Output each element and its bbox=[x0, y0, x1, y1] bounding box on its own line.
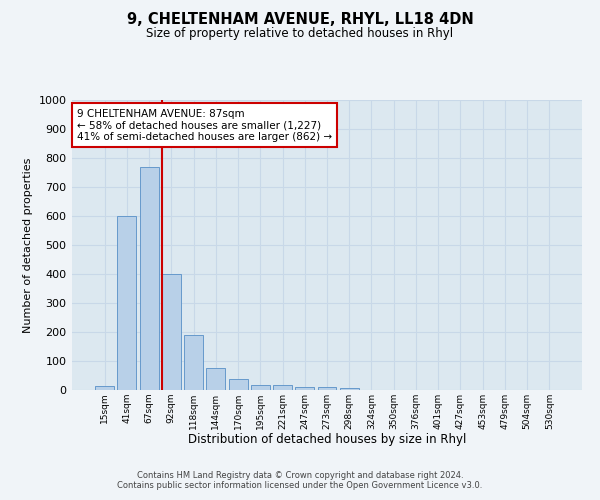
Bar bbox=[162, 274, 181, 390]
Text: 9, CHELTENHAM AVENUE, RHYL, LL18 4DN: 9, CHELTENHAM AVENUE, RHYL, LL18 4DN bbox=[127, 12, 473, 28]
Bar bbox=[118, 216, 136, 390]
Text: 9 CHELTENHAM AVENUE: 87sqm
← 58% of detached houses are smaller (1,227)
41% of s: 9 CHELTENHAM AVENUE: 87sqm ← 58% of deta… bbox=[77, 108, 332, 142]
Bar bbox=[251, 385, 270, 390]
Y-axis label: Number of detached properties: Number of detached properties bbox=[23, 158, 33, 332]
Bar bbox=[295, 386, 314, 390]
Bar bbox=[206, 368, 225, 390]
Bar bbox=[95, 386, 114, 390]
Bar bbox=[340, 388, 359, 390]
Bar bbox=[273, 385, 292, 390]
Bar bbox=[317, 386, 337, 390]
Bar bbox=[140, 166, 158, 390]
Bar bbox=[229, 379, 248, 390]
Text: Contains HM Land Registry data © Crown copyright and database right 2024.
Contai: Contains HM Land Registry data © Crown c… bbox=[118, 470, 482, 490]
Bar bbox=[184, 335, 203, 390]
Text: Size of property relative to detached houses in Rhyl: Size of property relative to detached ho… bbox=[146, 28, 454, 40]
Text: Distribution of detached houses by size in Rhyl: Distribution of detached houses by size … bbox=[188, 432, 466, 446]
